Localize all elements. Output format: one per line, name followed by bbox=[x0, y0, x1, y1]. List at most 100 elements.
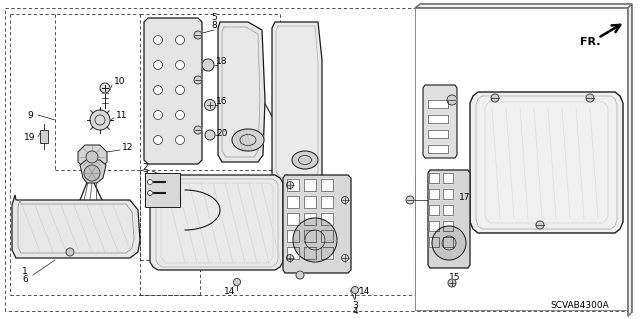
Polygon shape bbox=[423, 85, 457, 158]
Bar bbox=[304, 247, 316, 259]
Polygon shape bbox=[415, 4, 632, 8]
Circle shape bbox=[86, 151, 98, 163]
Bar bbox=[443, 205, 453, 215]
Bar bbox=[428, 115, 448, 123]
Bar bbox=[321, 213, 333, 225]
Polygon shape bbox=[80, 160, 106, 183]
Bar bbox=[304, 230, 316, 242]
Text: 15: 15 bbox=[449, 273, 461, 283]
Circle shape bbox=[448, 279, 456, 287]
Circle shape bbox=[586, 94, 594, 102]
Text: 16: 16 bbox=[216, 98, 228, 107]
Circle shape bbox=[205, 130, 215, 140]
Bar bbox=[429, 221, 439, 231]
Circle shape bbox=[154, 35, 163, 44]
Polygon shape bbox=[628, 4, 632, 316]
Polygon shape bbox=[144, 18, 202, 164]
Text: 18: 18 bbox=[216, 57, 228, 66]
Polygon shape bbox=[428, 170, 470, 268]
Text: 11: 11 bbox=[116, 110, 128, 120]
Bar bbox=[304, 196, 316, 208]
Text: 19: 19 bbox=[24, 132, 36, 142]
Text: 2: 2 bbox=[142, 162, 148, 172]
Polygon shape bbox=[150, 175, 283, 270]
Bar bbox=[428, 100, 448, 108]
Bar bbox=[429, 189, 439, 199]
Circle shape bbox=[536, 221, 544, 229]
Circle shape bbox=[154, 85, 163, 94]
Bar bbox=[428, 100, 448, 108]
Circle shape bbox=[147, 180, 152, 184]
Bar bbox=[321, 196, 333, 208]
Bar bbox=[287, 230, 299, 242]
Bar bbox=[321, 230, 333, 242]
Bar bbox=[287, 213, 299, 225]
Text: FR.: FR. bbox=[580, 37, 600, 47]
Circle shape bbox=[175, 61, 184, 70]
Bar bbox=[321, 247, 333, 259]
Circle shape bbox=[175, 35, 184, 44]
Bar bbox=[287, 213, 299, 225]
Bar bbox=[443, 221, 453, 231]
Circle shape bbox=[194, 126, 202, 134]
Circle shape bbox=[66, 248, 74, 256]
Circle shape bbox=[194, 76, 202, 84]
Circle shape bbox=[205, 100, 216, 110]
Polygon shape bbox=[283, 175, 351, 273]
Bar bbox=[443, 221, 453, 231]
Text: 12: 12 bbox=[122, 144, 134, 152]
Bar bbox=[304, 179, 316, 191]
Bar bbox=[443, 173, 453, 183]
Text: 5: 5 bbox=[211, 13, 217, 23]
Bar bbox=[428, 130, 448, 138]
Text: SCVAB4300A: SCVAB4300A bbox=[550, 300, 609, 309]
Text: 4: 4 bbox=[352, 308, 358, 316]
Circle shape bbox=[154, 136, 163, 145]
Bar bbox=[287, 230, 299, 242]
Bar bbox=[287, 247, 299, 259]
Text: 13: 13 bbox=[294, 263, 306, 272]
Bar bbox=[429, 237, 439, 247]
Circle shape bbox=[175, 110, 184, 120]
Circle shape bbox=[84, 165, 100, 181]
Bar bbox=[428, 145, 448, 153]
Circle shape bbox=[432, 226, 466, 260]
Bar bbox=[429, 173, 439, 183]
Bar bbox=[429, 221, 439, 231]
Circle shape bbox=[100, 83, 110, 93]
Circle shape bbox=[491, 94, 499, 102]
Text: 8: 8 bbox=[211, 20, 217, 29]
Polygon shape bbox=[218, 22, 265, 162]
Bar bbox=[443, 205, 453, 215]
Bar bbox=[429, 205, 439, 215]
Circle shape bbox=[296, 271, 304, 279]
Circle shape bbox=[293, 218, 337, 262]
Bar bbox=[321, 247, 333, 259]
Circle shape bbox=[175, 85, 184, 94]
Circle shape bbox=[147, 190, 152, 196]
Ellipse shape bbox=[292, 151, 318, 169]
Circle shape bbox=[202, 59, 214, 71]
Text: 9: 9 bbox=[27, 110, 33, 120]
Bar bbox=[304, 196, 316, 208]
Bar bbox=[429, 189, 439, 199]
Bar bbox=[429, 237, 439, 247]
Circle shape bbox=[234, 278, 241, 286]
Text: 17: 17 bbox=[460, 192, 471, 202]
Bar bbox=[443, 189, 453, 199]
Circle shape bbox=[194, 31, 202, 39]
Bar bbox=[429, 205, 439, 215]
Polygon shape bbox=[78, 145, 107, 169]
Circle shape bbox=[342, 197, 349, 204]
Bar bbox=[321, 230, 333, 242]
Bar bbox=[443, 173, 453, 183]
Bar bbox=[443, 237, 453, 247]
Text: 7: 7 bbox=[142, 170, 148, 180]
Bar bbox=[287, 196, 299, 208]
Circle shape bbox=[154, 61, 163, 70]
Text: 6: 6 bbox=[22, 276, 28, 285]
Circle shape bbox=[287, 255, 294, 262]
Bar bbox=[287, 179, 299, 191]
Text: 10: 10 bbox=[115, 78, 125, 86]
Bar bbox=[443, 189, 453, 199]
